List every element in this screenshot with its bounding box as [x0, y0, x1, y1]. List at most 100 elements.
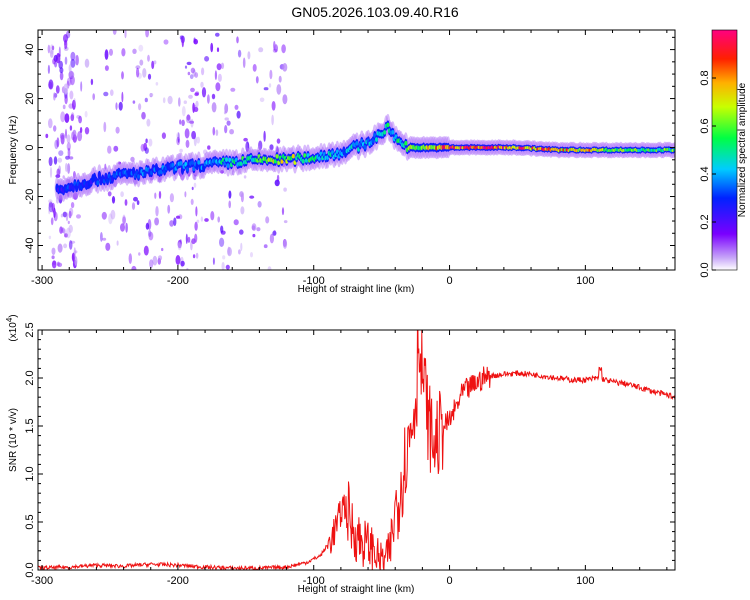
- spectrogram-noise-cell: [48, 199, 53, 204]
- spectrogram-noise-cell: [124, 199, 128, 206]
- spectrogram-noise-cell: [169, 220, 175, 227]
- spectrogram-noise-cell: [60, 134, 65, 145]
- spectrogram-noise-cell: [100, 232, 103, 242]
- spectrogram-peak-cell: [96, 180, 100, 185]
- spectrogram-noise-cell: [177, 241, 182, 251]
- snr-scale-prefix: (x10: [8, 322, 19, 342]
- spectrogram-noise-cell: [259, 97, 265, 103]
- spectrogram-peak-cell: [239, 161, 243, 166]
- spectrogram-noise-cell: [215, 32, 220, 37]
- spectrogram-noise-cell: [101, 211, 107, 220]
- spectrogram-noise-cell: [76, 214, 81, 219]
- spectrogram-noise-cell: [120, 223, 125, 232]
- spectrogram-noise-cell: [274, 179, 280, 187]
- spectrogram-noise-cell: [74, 256, 78, 266]
- snr-x-tick-label: -300: [31, 575, 53, 587]
- spectrogram-noise-cell: [141, 111, 146, 120]
- spectrogram-noise-cell: [228, 190, 232, 199]
- spectrogram-noise-cell: [162, 97, 166, 104]
- spectrogram-noise-cell: [138, 252, 141, 256]
- spectrogram-noise-cell: [107, 145, 112, 154]
- spectrogram-noise-cell: [59, 226, 63, 234]
- spectrogram-noise-cell: [195, 206, 198, 217]
- spectrogram-noise-cell: [45, 133, 49, 139]
- spectrogram-noise-cell: [188, 94, 193, 99]
- spectrogram-noise-cell: [115, 102, 118, 110]
- spectrogram-noise-cell: [75, 54, 79, 66]
- spectrogram-noise-cell: [195, 100, 199, 108]
- spectrogram-noise-cell: [77, 131, 83, 142]
- spectrogram-noise-cell: [131, 265, 137, 270]
- spectrogram-noise-cell: [48, 235, 52, 240]
- spectrogram-peak-cell: [383, 130, 387, 135]
- spectrogram-noise-cell: [155, 82, 159, 86]
- spectrogram-noise-cell: [53, 125, 57, 132]
- snr-axes: -300 -200 -100 0 100 0.0 0.5 1.0 1.5 2.0 2.5: [24, 322, 675, 587]
- spectrogram-noise-cell: [247, 51, 251, 60]
- spectrogram-noise-cell: [207, 145, 211, 150]
- snr-plot-area: [38, 330, 675, 570]
- spectrogram-y-tick-label: 0: [24, 144, 36, 150]
- spectrogram-noise-cell: [230, 87, 236, 92]
- spectrogram-noise-cell: [177, 239, 182, 249]
- spectrogram-noise-cell: [154, 192, 157, 199]
- spectrogram-noise-cell: [163, 39, 169, 45]
- spectrogram-noise-cell: [49, 166, 53, 178]
- spectrogram-noise-cell: [263, 244, 268, 249]
- spectrogram-noise-cell: [283, 220, 288, 224]
- spectrogram-noise-cell: [233, 219, 239, 226]
- spectrogram-noise-cell: [122, 216, 126, 225]
- spectrogram-noise-cell: [155, 206, 159, 217]
- spectrogram-noise-cell: [240, 206, 245, 215]
- spectrogram-noise-cell: [185, 233, 188, 244]
- spectrogram-noise-cell: [239, 229, 244, 235]
- spectrogram-noise-cell: [220, 62, 225, 69]
- spectrogram-noise-cell: [269, 69, 273, 80]
- spectrogram-noise-cell: [145, 30, 149, 38]
- spectrogram-noise-cell: [66, 77, 72, 86]
- spectrogram-noise-cell: [236, 36, 239, 44]
- spectrogram-peak-cell: [179, 161, 183, 166]
- spectrogram-noise-cell: [92, 93, 95, 101]
- spectrogram-noise-cell: [240, 242, 243, 252]
- spectrogram-peak-cell: [291, 153, 295, 159]
- spectrogram-noise-cell: [278, 75, 282, 83]
- spectrogram-peak-cell: [301, 158, 305, 164]
- spectrogram-noise-cell: [67, 220, 70, 225]
- spectrogram-noise-cell: [121, 91, 124, 103]
- spectrogram-noise-cell: [70, 58, 76, 68]
- spectrogram-noise-cell: [138, 103, 142, 111]
- spectrogram-noise-cell: [167, 204, 171, 214]
- spectrogram-noise-cell: [190, 198, 194, 205]
- spectrogram-noise-cell: [251, 223, 257, 232]
- spectrogram-marks: [45, 30, 675, 270]
- spectrogram-noise-cell: [176, 132, 180, 140]
- spectrogram-noise-cell: [228, 200, 231, 209]
- spectrogram-noise-cell: [167, 95, 173, 105]
- spectrogram-noise-cell: [148, 230, 152, 237]
- spectrogram-noise-cell: [215, 82, 221, 92]
- spectrogram-noise-cell: [183, 100, 187, 104]
- spectrogram-noise-cell: [210, 211, 215, 221]
- spectrogram-noise-cell: [103, 121, 107, 133]
- spectrogram-peak-cell: [197, 160, 201, 165]
- spectrogram-noise-cell: [68, 156, 74, 160]
- colorbar-tick-label: 0.0: [699, 262, 711, 277]
- spectrogram-noise-cell: [138, 44, 144, 52]
- spectrogram-noise-cell: [124, 30, 127, 39]
- spectrogram-noise-cell: [189, 74, 194, 80]
- spectrogram-peak-cell: [375, 137, 378, 142]
- spectrogram-noise-cell: [158, 190, 162, 199]
- spectrogram-noise-cell: [193, 104, 197, 112]
- spectrogram-peak-cell: [137, 174, 140, 179]
- spectrogram-noise-cell: [79, 127, 83, 134]
- spectrogram-peak-cell: [226, 163, 230, 168]
- spectrogram-noise-cell: [64, 233, 68, 238]
- spectrogram-noise-cell: [125, 222, 128, 233]
- spectrogram-noise-cell: [217, 73, 222, 82]
- spectrogram-noise-cell: [252, 233, 256, 238]
- spectrogram-noise-cell: [143, 245, 149, 256]
- spectrogram-noise-cell: [72, 99, 76, 110]
- spectrogram-noise-cell: [121, 71, 124, 80]
- snr-x-tick-label: -100: [303, 575, 325, 587]
